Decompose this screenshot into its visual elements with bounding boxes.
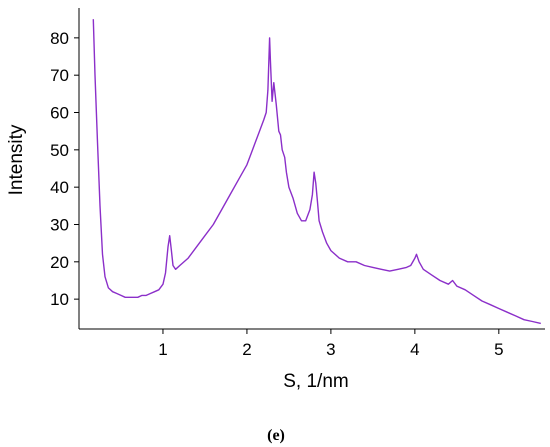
panel-label: (e): [267, 427, 285, 444]
y-tick-label: 40: [50, 178, 69, 197]
y-tick-label: 80: [50, 29, 69, 48]
x-tick-label: 2: [242, 340, 251, 359]
y-tick-label: 10: [50, 290, 69, 309]
y-tick-label: 50: [50, 141, 69, 160]
x-tick-label: 1: [158, 340, 167, 359]
y-tick-label: 20: [50, 253, 69, 272]
y-tick-label: 30: [50, 215, 69, 234]
y-axis-title: Intensity: [6, 124, 27, 195]
y-tick-label: 60: [50, 104, 69, 123]
series-group: [92, 19, 541, 325]
x-axis-title: S, 1/nm: [283, 371, 348, 392]
x-tick-label: 3: [326, 340, 335, 359]
intensity-series-line: [92, 19, 541, 325]
tick-labels: 1 2 3 4 5 10 20 30 40 50 60 70 80: [50, 29, 503, 359]
axes: [78, 8, 545, 330]
tick-marks: [74, 37, 500, 334]
x-tick-label: 5: [494, 340, 503, 359]
x-tick-label: 4: [410, 340, 419, 359]
y-tick-label: 70: [50, 66, 69, 85]
